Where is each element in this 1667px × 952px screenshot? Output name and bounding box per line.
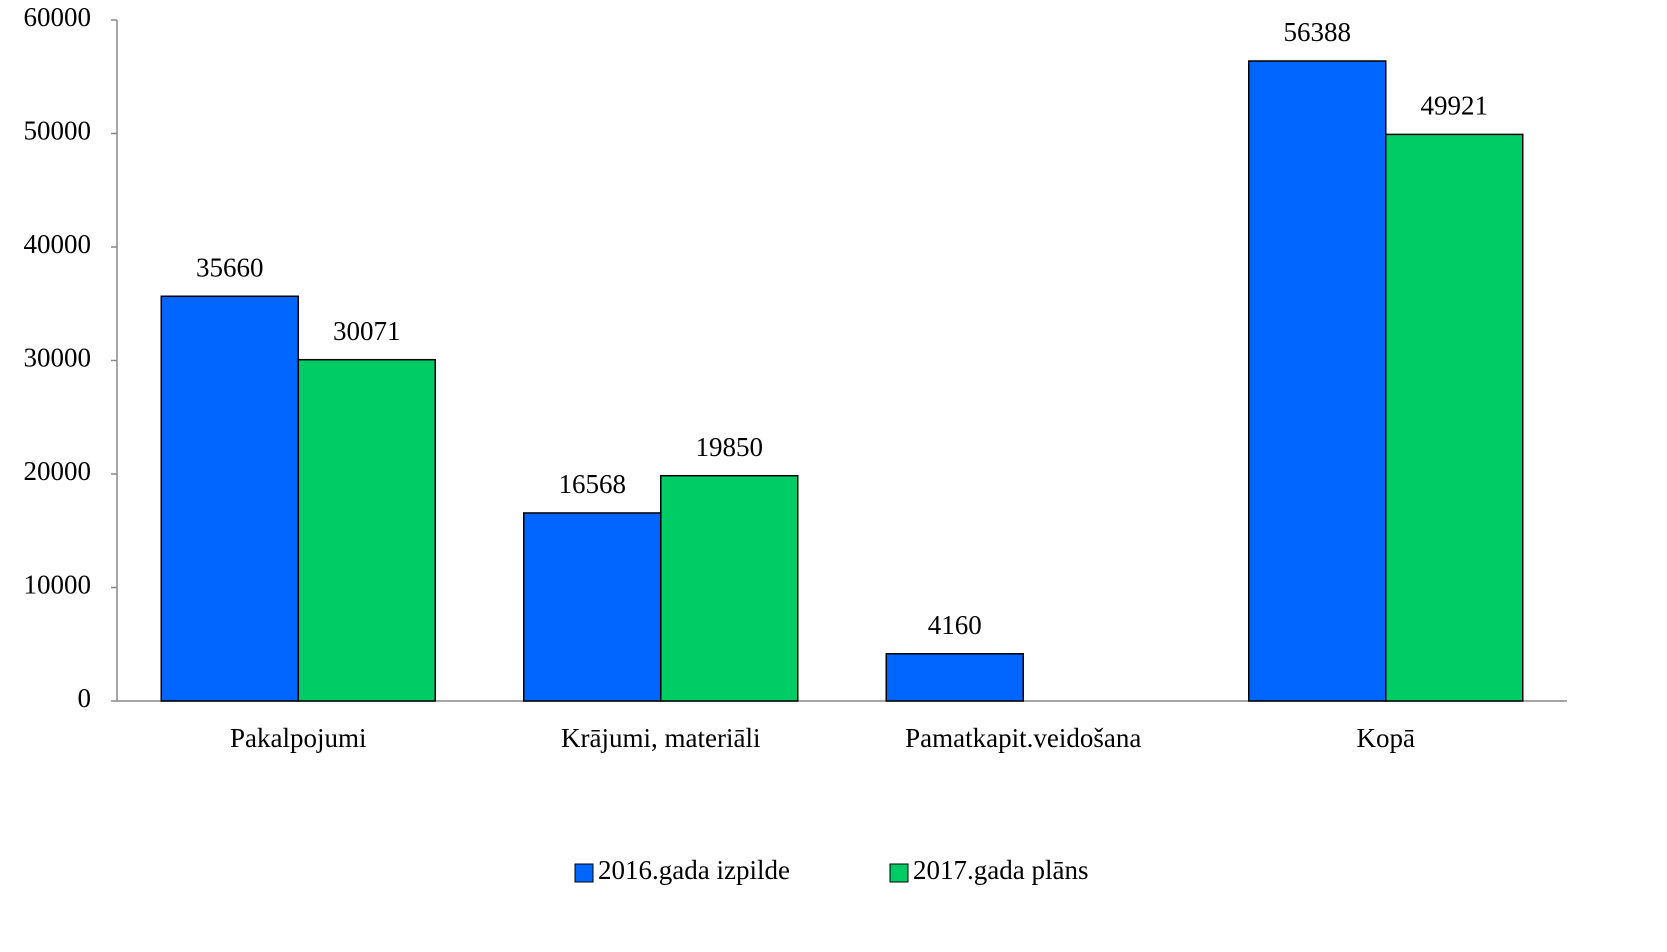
bar [1248,60,1387,702]
y-tick-label: 30000 [24,343,92,373]
legend-swatch [574,863,594,883]
x-tick-label: Krājumi, materiāli [561,723,760,753]
data-label: 49921 [1421,91,1489,121]
data-label: 19850 [696,432,764,462]
bar [297,358,436,702]
y-tick-label: 0 [78,683,92,713]
data-label: 16568 [559,469,627,499]
x-tick-label: Pakalpojumi [230,723,367,753]
data-label: 56388 [1284,17,1352,47]
bar [523,512,662,702]
x-tick-label: Pamatkapit.veidošana [905,723,1141,753]
y-tick-label: 60000 [24,2,92,32]
legend-label: 2017.gada plāns [913,855,1088,885]
y-tick-label: 10000 [24,570,92,600]
bar [160,295,299,702]
data-label: 35660 [196,252,264,282]
legend-swatch [889,863,909,883]
y-tick-label: 50000 [24,116,92,146]
data-label: 30071 [333,316,401,346]
y-tick-label: 40000 [24,229,92,259]
data-label: 4160 [928,610,982,640]
bar [885,653,1024,702]
bar [660,474,799,702]
legend-label: 2016.gada izpilde [598,855,790,885]
y-tick-label: 20000 [24,456,92,486]
bar [1385,133,1524,702]
x-tick-label: Kopā [1357,723,1415,753]
